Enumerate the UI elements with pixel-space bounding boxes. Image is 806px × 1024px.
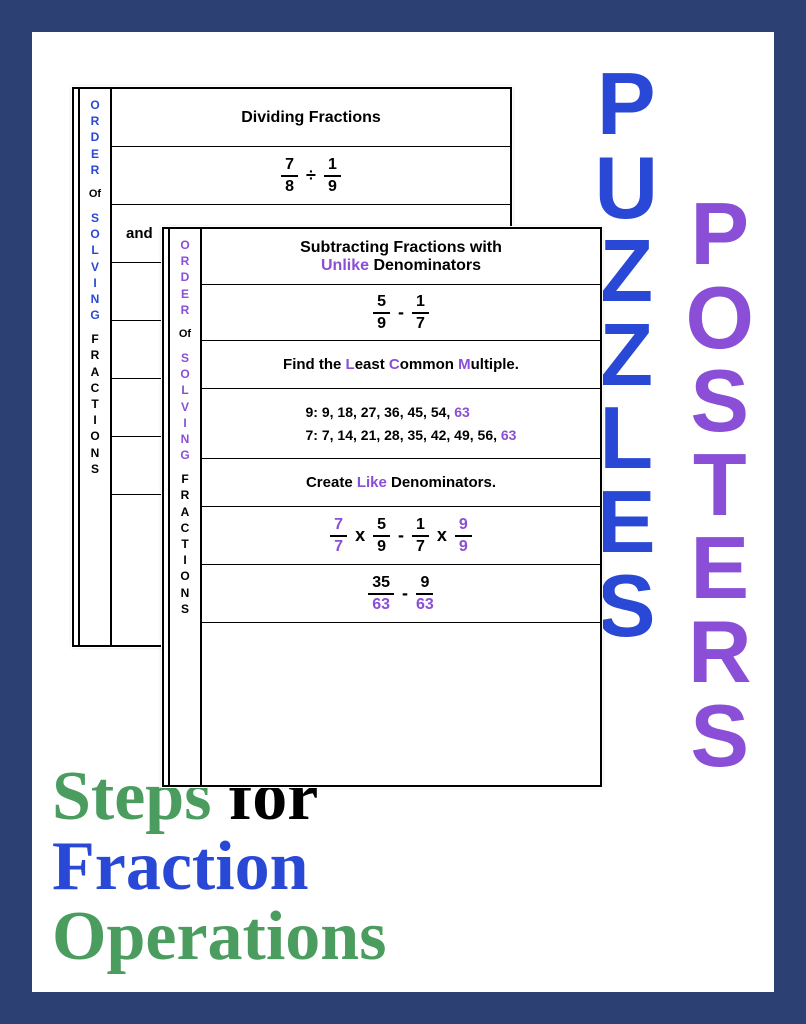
- ws2-multiply-step: 77 x 59 - 17 x 99: [202, 507, 600, 565]
- vertical-puzzles: P U Z Z L E S: [594, 62, 654, 647]
- ws2-multiples: 9: 9, 18, 27, 36, 45, 54, 63 7: 7, 14, 2…: [202, 389, 600, 459]
- side-label-order: O R D E R Of S O L V I N G F R A: [78, 89, 112, 645]
- bottom-title: Steps for Fraction Operations: [52, 762, 386, 972]
- ws1-title: Dividing Fractions: [112, 89, 510, 147]
- outer-frame: O R D E R Of S O L V I N G F R A: [0, 0, 806, 1024]
- ws2-title: Subtracting Fractions with Unlike Denomi…: [202, 229, 600, 285]
- side-label-order-2: O R D E R Of S O L V I N G F R A: [168, 229, 202, 785]
- ws1-problem: 78 ÷ 19: [112, 147, 510, 205]
- ws2-like-label: Create Like Denominators.: [202, 459, 600, 507]
- ws2-result-step: 3563 - 963: [202, 565, 600, 623]
- inner-frame: O R D E R Of S O L V I N G F R A: [28, 28, 778, 996]
- ws2-lcm-label: Find the Least Common Multiple.: [202, 341, 600, 389]
- vertical-posters: P O S T E R S: [686, 192, 754, 777]
- ws2-problem: 59 - 17: [202, 285, 600, 341]
- worksheet-subtracting: O R D E R Of S O L V I N G F R A: [162, 227, 602, 787]
